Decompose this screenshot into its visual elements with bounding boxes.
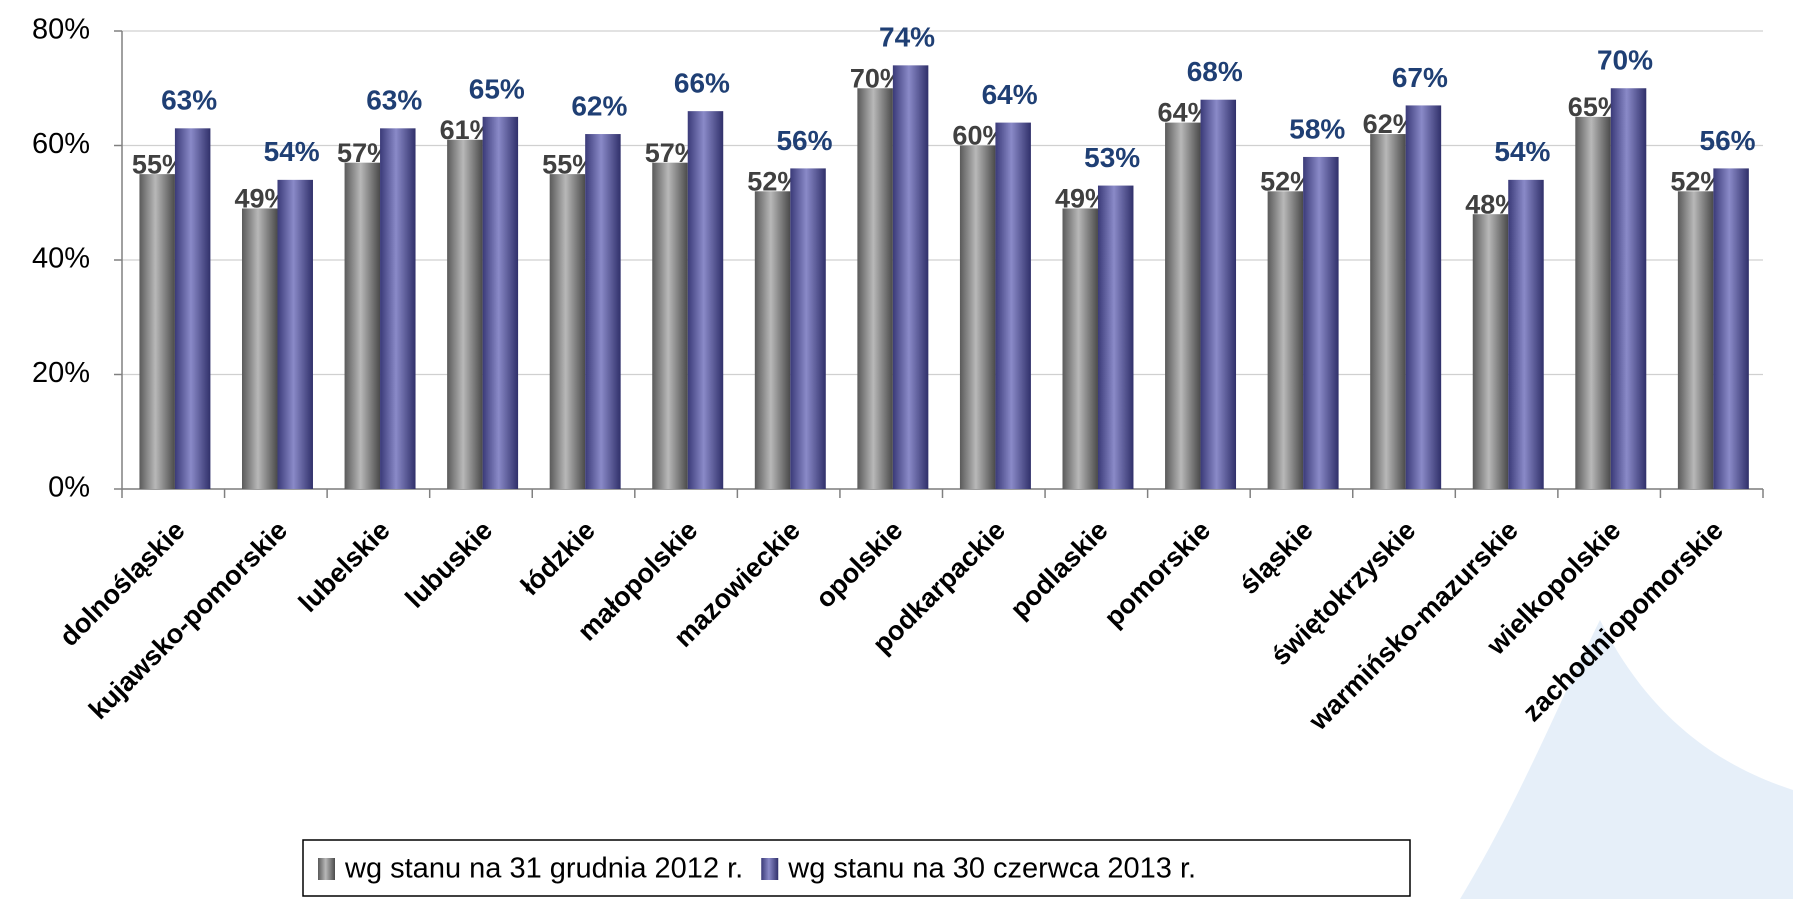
- x-tick-label: śląskie: [1234, 515, 1319, 600]
- bar: [1267, 191, 1304, 490]
- bar: [1062, 208, 1098, 489]
- data-label: 56%: [1700, 125, 1756, 156]
- bar: [857, 88, 893, 489]
- bar: [1370, 134, 1406, 490]
- bar: [1405, 105, 1442, 490]
- bar: [549, 174, 586, 489]
- x-tick-label: kujawsko-pomorskie: [83, 515, 293, 725]
- x-tick-label: opolskie: [810, 515, 909, 614]
- bar: [1713, 168, 1749, 489]
- legend-label: wg stanu na 30 czerwca 2013 r.: [787, 853, 1196, 885]
- y-tick-label: 40%: [32, 243, 90, 275]
- data-label: 53%: [1084, 142, 1140, 173]
- data-label: 67%: [1392, 62, 1448, 93]
- data-label: 62%: [571, 90, 627, 121]
- data-label: 54%: [1494, 136, 1550, 167]
- x-tick-label: lubelskie: [293, 515, 396, 618]
- bar: [482, 116, 519, 489]
- data-label: 65%: [469, 73, 525, 104]
- bar: [174, 128, 211, 489]
- x-tick-label: warmińsko-mazurskie: [1302, 515, 1523, 736]
- x-tick-label: lubuskie: [400, 515, 499, 614]
- bar: [380, 128, 416, 489]
- bar: [585, 134, 621, 490]
- bar: [652, 162, 688, 490]
- bar: [754, 191, 791, 490]
- bar: [277, 179, 313, 489]
- data-label: 63%: [366, 85, 422, 116]
- data-label: 68%: [1187, 56, 1243, 87]
- y-tick-label: 20%: [32, 357, 90, 389]
- x-tick-label: pomorskie: [1098, 515, 1216, 633]
- data-label: 70%: [1597, 45, 1653, 76]
- data-label: 64%: [982, 79, 1038, 110]
- bar: [959, 145, 996, 489]
- bar: [1575, 116, 1611, 489]
- data-label: 66%: [674, 68, 730, 99]
- bar: [1677, 191, 1714, 490]
- data-label: 58%: [1289, 113, 1345, 144]
- bar: [241, 208, 278, 489]
- bar: [790, 168, 826, 489]
- bar: [1097, 185, 1134, 489]
- bar: [1508, 179, 1544, 489]
- bar: [1200, 99, 1237, 489]
- data-label: 74%: [879, 22, 935, 53]
- y-tick-label: 60%: [32, 128, 90, 160]
- bar: [1303, 156, 1339, 489]
- legend-box: [302, 839, 1411, 897]
- y-tick-label: 0%: [48, 472, 90, 504]
- legend-label: wg stanu na 31 grudnia 2012 r.: [344, 853, 743, 885]
- data-label: 54%: [264, 136, 320, 167]
- bar: [1610, 88, 1647, 489]
- bar: [344, 162, 381, 490]
- legend-swatch: [761, 858, 779, 880]
- x-tick-label: podlaskie: [1004, 515, 1113, 624]
- bar: [139, 174, 175, 489]
- x-tick-label: łódzkie: [515, 515, 601, 601]
- bar: [995, 122, 1031, 489]
- y-tick-label: 80%: [32, 14, 90, 46]
- bar: [447, 139, 483, 489]
- data-label: 63%: [161, 85, 217, 116]
- bar: [687, 111, 724, 490]
- legend-swatch: [318, 858, 335, 880]
- background-decoration: [1460, 620, 1793, 899]
- bar: [892, 65, 929, 489]
- bar: [1165, 122, 1201, 489]
- bar: [1472, 214, 1509, 489]
- data-label: 56%: [776, 125, 832, 156]
